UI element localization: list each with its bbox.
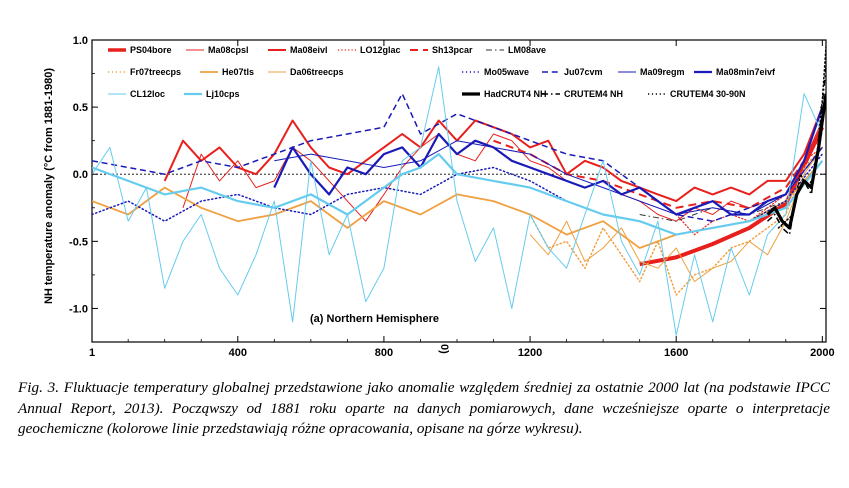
legend-label: Ma08eivl — [290, 45, 328, 55]
x-tick-label: 800 — [375, 347, 393, 359]
x-tick-label: 1 — [89, 347, 95, 359]
legend-label: HadCRUT4 NH — [484, 89, 547, 99]
series-line-ps04bore — [639, 126, 825, 267]
series-line-ma09regm — [274, 140, 823, 215]
series-line-fr07treecps — [529, 146, 824, 296]
legend-label: CRUTEM4 30-90N — [670, 89, 746, 99]
x-tick-label: 1200 — [518, 347, 542, 359]
series-line-hadcrut4-nh — [766, 93, 826, 230]
legend: PS04bore Ma08cpsl Ma08eivl LO12glac Sh13pcar… — [108, 45, 776, 99]
legend-label: Sh13pcar — [432, 45, 473, 55]
y-tick-label: 0.5 — [73, 102, 88, 114]
series-line-da06treecps — [529, 147, 823, 283]
legend-label: PS04bore — [130, 45, 172, 55]
y-tick-label: 1.0 — [73, 35, 88, 47]
series-line-cl12loc — [92, 66, 823, 336]
legend-label: Ju07cvm — [564, 67, 603, 77]
x-tick-label: 400 — [229, 347, 247, 359]
legend-label: Ma08cpsl — [208, 45, 249, 55]
legend-label: Mo05wave — [484, 67, 529, 77]
x-tick-label: 1600 — [664, 347, 688, 359]
series-line-lj10cps — [92, 153, 824, 236]
chart-canvas: 1 400 800 1200 1600 2000 1.0 0.5 0.0 -0.5 -1.0 PS0… — [43, 35, 835, 359]
legend-label: Ma09regm — [640, 67, 685, 77]
series-line-ma08min7eivf — [273, 106, 824, 216]
legend-label: LO12glac — [360, 45, 401, 55]
y-tick-label: -0.5 — [69, 236, 88, 248]
legend-label: Ma08min7eivf — [716, 67, 776, 77]
legend-label: Lj10cps — [206, 89, 240, 99]
y-tick-label: 0.0 — [73, 169, 88, 181]
series-line-crutem4-nh — [766, 66, 826, 236]
panel-label: (a) Northern Hemisphere — [310, 313, 439, 325]
legend-label: CL12loc — [130, 89, 165, 99]
plot-frame — [91, 39, 827, 343]
y-tick-label: -1.0 — [69, 303, 88, 315]
axis-layer: 1 400 800 1200 1600 2000 1.0 0.5 0.0 -0.5 -1.0 — [69, 35, 835, 359]
x-tick-label: 2000 — [810, 347, 834, 359]
legend-label: He07tls — [222, 67, 254, 77]
series-line-ma08eivl — [163, 106, 824, 203]
temperature-chart: 1 400 800 1200 1600 2000 1.0 0.5 0.0 -0.5 -1.0 PS0… — [43, 35, 835, 359]
y-axis-label: NH temperature anomaly (°C from 1881-198… — [43, 68, 55, 304]
series-layer — [92, 45, 826, 336]
legend-label: LM08ave — [508, 45, 546, 55]
figure-caption: Fig. 3. Fluktuacje temperatury globalnej… — [18, 379, 830, 437]
series-line-crutem4-30-90n — [777, 45, 826, 229]
series-line-ju07cvm — [92, 92, 823, 222]
legend-label: CRUTEM4 NH — [564, 89, 623, 99]
series-line-mo05wave — [92, 153, 824, 236]
legend-label: Fr07treecps — [130, 67, 181, 77]
legend-label: Da06treecps — [290, 67, 344, 77]
stray-mark: 0) — [438, 344, 450, 354]
